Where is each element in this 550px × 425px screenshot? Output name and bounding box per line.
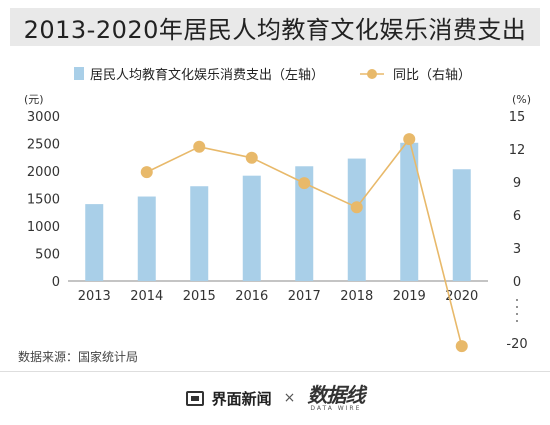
right-tick-label: 3	[513, 242, 521, 257]
bar-2015	[190, 186, 209, 281]
x-tick-label: 2020	[445, 289, 478, 304]
growth-point-2014	[140, 166, 153, 179]
footer: 界面新闻 × 数据线 DATA WIRE	[0, 378, 550, 418]
right-axis-break-dot	[516, 313, 518, 315]
footer-times: ×	[283, 390, 296, 406]
jiemian-logo-icon	[185, 390, 204, 406]
datawire-logo-en: DATA WIRE	[310, 404, 362, 412]
bar-2013	[85, 204, 104, 281]
growth-point-2020	[455, 340, 468, 353]
legend-label-bars: 居民人均教育文化娱乐消费支出（左轴）	[90, 67, 324, 83]
right-axis-break-dot	[516, 320, 518, 322]
bar-2017	[295, 166, 314, 281]
bar-2016	[242, 175, 261, 281]
legend-label-line: 同比（右轴）	[393, 68, 471, 83]
left-tick-label: 0	[52, 275, 60, 290]
growth-point-2019	[403, 133, 416, 146]
x-tick-label: 2015	[183, 289, 216, 304]
footer-brand: 界面新闻	[211, 389, 272, 408]
source-note: 数据来源：国家统计局	[18, 350, 139, 364]
right-tick-label: 6	[513, 209, 521, 224]
legend-marker-line	[367, 69, 377, 79]
right-tick-label: 15	[509, 110, 526, 125]
x-tick-label: 2014	[130, 289, 163, 304]
bar-2020	[452, 169, 471, 281]
x-tick-label: 2019	[393, 289, 426, 304]
chart-title: 2013-2020年居民人均教育文化娱乐消费支出	[23, 15, 527, 44]
left-tick-label: 1500	[27, 193, 60, 208]
right-axis-break-dot	[516, 306, 518, 308]
bar-2014	[137, 196, 156, 281]
title-bar: 2013-2020年居民人均教育文化娱乐消费支出	[10, 8, 540, 46]
legend-swatch-bars	[74, 67, 84, 80]
bar-2019	[400, 142, 419, 281]
growth-point-2015	[193, 140, 206, 153]
growth-point-2016	[245, 151, 258, 164]
right-tick-label: 0	[513, 275, 521, 290]
right-axis-break-dot	[516, 299, 518, 301]
right-axis-unit: (%)	[512, 93, 531, 106]
growth-point-2017	[298, 177, 311, 190]
left-tick-label: 1000	[27, 220, 60, 235]
datawire-logo: 数据线 DATA WIRE	[307, 382, 365, 412]
left-tick-label: 2500	[27, 138, 60, 153]
left-tick-label: 500	[35, 248, 60, 263]
left-axis-unit: (元)	[24, 93, 44, 106]
growth-point-2018	[350, 201, 363, 214]
x-tick-label: 2018	[340, 289, 373, 304]
x-tick-label: 2016	[235, 289, 268, 304]
right-tick-label: 9	[513, 176, 521, 191]
left-tick-label: 2000	[27, 165, 60, 180]
x-tick-label: 2017	[288, 289, 321, 304]
right-tick-label: -20	[506, 337, 527, 352]
footer-divider	[0, 371, 550, 372]
datawire-logo-cn: 数据线	[307, 382, 365, 407]
x-tick-label: 2013	[78, 289, 111, 304]
left-tick-label: 3000	[27, 110, 60, 125]
bar-2018	[347, 158, 366, 281]
right-tick-label: 12	[509, 143, 526, 158]
